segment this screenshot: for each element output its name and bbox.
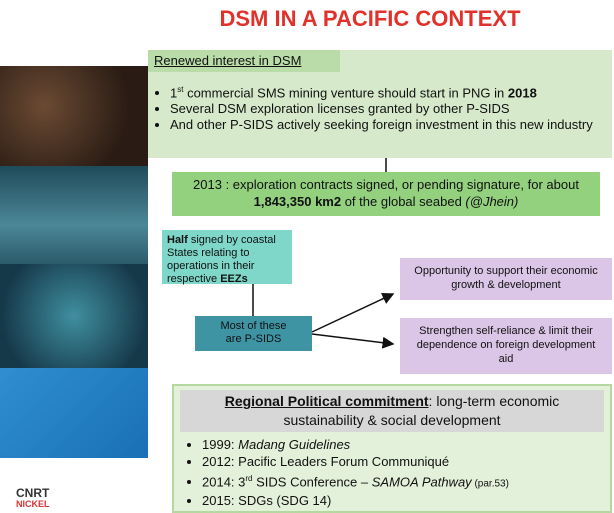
commitment-header: Regional Political commitment: long-term… xyxy=(180,390,604,432)
text: 2013 : exploration contracts signed, or … xyxy=(172,176,600,193)
contracts-box: 2013 : exploration contracts signed, or … xyxy=(172,172,600,216)
item: 2015: SDGs (SDG 14) xyxy=(202,492,604,509)
text: SIDS Conference – xyxy=(253,474,372,489)
outcome-box: Strengthen self-reliance & limit their d… xyxy=(400,318,612,374)
outcome-box: Opportunity to support their economic gr… xyxy=(400,258,612,300)
item: 2012: Pacific Leaders Forum Communiqué xyxy=(202,453,604,470)
text: Madang Guidelines xyxy=(238,437,350,452)
text: 1999: xyxy=(202,437,238,452)
text: 2014: 3 xyxy=(202,474,245,489)
half-box: Half signed by coastal States relating t… xyxy=(162,230,292,284)
text: of the global seabed xyxy=(341,194,465,209)
commitment-box: Regional Political commitment: long-term… xyxy=(172,384,612,513)
text: rd xyxy=(245,474,252,483)
text: 1,843,350 km2 xyxy=(254,194,341,209)
text: EEZs xyxy=(220,273,248,285)
text: SAMOA Pathway xyxy=(372,474,472,489)
item: 2014: 3rd SIDS Conference – SAMOA Pathwa… xyxy=(202,470,604,492)
psids-box: Most of these are P-SIDS xyxy=(195,316,312,351)
text: (@Jhein) xyxy=(465,194,518,209)
item: 1999: Madang Guidelines xyxy=(202,436,604,453)
text: Half xyxy=(167,234,188,246)
text: Regional Political commitment xyxy=(225,393,429,409)
text: (par.53) xyxy=(472,478,509,489)
slide: DSM IN A PACIFIC CONTEXT CNRT NICKEL Ren… xyxy=(0,0,614,513)
